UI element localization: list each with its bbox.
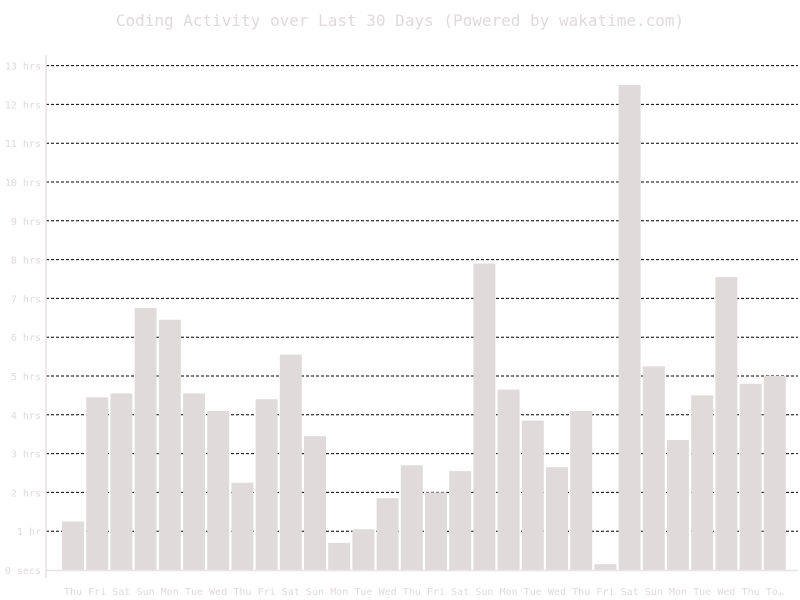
bar	[449, 471, 472, 570]
x-tick-label: Sat	[282, 587, 300, 598]
x-tick-label: Mon	[669, 587, 687, 598]
bar	[570, 410, 593, 570]
bar	[352, 529, 375, 570]
x-tick-label: Tue	[354, 587, 372, 598]
bar	[425, 492, 447, 570]
y-tick-label: 9 hrs	[11, 217, 41, 228]
bar	[618, 85, 641, 570]
x-tick-label: Sat	[621, 587, 639, 598]
bar	[546, 467, 568, 570]
x-tick-label: Wed	[379, 587, 397, 598]
y-tick-labels: 0 secs 1 hr 2 hrs 3 hrs 4 hrs 5 hrs 6 hrs 7 hrs…	[5, 62, 41, 577]
bar	[715, 277, 738, 570]
x-tick-label: Thu	[403, 587, 421, 598]
bar	[667, 440, 689, 570]
y-tick-label: 3 hrs	[11, 450, 41, 461]
y-tick-label: 13 hrs	[5, 62, 41, 73]
bar	[763, 376, 786, 570]
x-tick-label: Wed	[548, 587, 566, 598]
x-tick-label: Thu	[742, 587, 760, 598]
x-tick-label: Sat	[112, 587, 130, 598]
bar	[521, 420, 544, 570]
x-tick-label: Mon	[330, 587, 348, 598]
x-tick-labels: Thu Fri Sat Sun Mon Tue Wed Thu Fri Sat Sun Mon Tue W…	[64, 587, 784, 598]
bar	[134, 308, 157, 570]
x-tick-label: Thu	[233, 587, 251, 598]
bar	[594, 564, 617, 570]
y-tick-label: 5 hrs	[11, 372, 41, 383]
bar	[279, 354, 302, 570]
x-tick-label: Tue	[185, 587, 203, 598]
x-tick-label: Sat	[451, 587, 469, 598]
x-tick-label: Fri	[427, 587, 445, 598]
bar	[400, 465, 423, 570]
x-tick-label: Wed	[209, 587, 227, 598]
bar	[376, 498, 399, 570]
y-tick-label: 8 hrs	[11, 256, 41, 267]
x-tick-label: Wed	[717, 587, 735, 598]
x-tick-label: Tue	[524, 587, 542, 598]
y-tick-label: 11 hrs	[5, 139, 41, 150]
x-tick-label: Tue	[693, 587, 711, 598]
y-tick-label: 0 secs	[5, 566, 41, 577]
x-tick-label: Mon	[161, 587, 179, 598]
bar	[255, 399, 278, 570]
y-tick-label: 4 hrs	[11, 411, 41, 422]
y-tick-label: 6 hrs	[11, 333, 41, 344]
bar	[183, 393, 205, 570]
x-tick-label: Sun	[137, 587, 155, 598]
bars	[62, 85, 786, 570]
bar	[473, 263, 496, 570]
bar	[691, 395, 714, 570]
bar	[207, 410, 230, 570]
y-tick-label: 12 hrs	[5, 100, 41, 111]
x-tick-label: Sun	[645, 587, 663, 598]
x-tick-label: Sun	[306, 587, 324, 598]
y-tick-label: 1 hr	[17, 527, 41, 538]
bar	[497, 389, 520, 570]
bar	[86, 397, 109, 570]
y-tick-label: 7 hrs	[11, 294, 41, 305]
x-tick-label: Fri	[596, 587, 614, 598]
bar	[642, 366, 665, 570]
bar	[231, 482, 254, 570]
x-tick-label: To…	[766, 587, 784, 598]
x-tick-label: Thu	[572, 587, 590, 598]
x-tick-label: Fri	[258, 587, 276, 598]
bar	[739, 383, 762, 570]
x-tick-label: Fri	[88, 587, 106, 598]
x-tick-label: Mon	[500, 587, 518, 598]
x-tick-label: Thu	[64, 587, 82, 598]
bar	[158, 319, 181, 570]
bar	[304, 436, 326, 570]
bar	[110, 393, 133, 570]
axes	[45, 55, 798, 578]
x-tick-label: Sun	[475, 587, 493, 598]
chart-title: Coding Activity over Last 30 Days (Power…	[116, 11, 684, 30]
y-tick-label: 10 hrs	[5, 178, 41, 189]
bar	[328, 542, 351, 570]
bar	[62, 521, 84, 570]
y-tick-label: 2 hrs	[11, 488, 41, 499]
